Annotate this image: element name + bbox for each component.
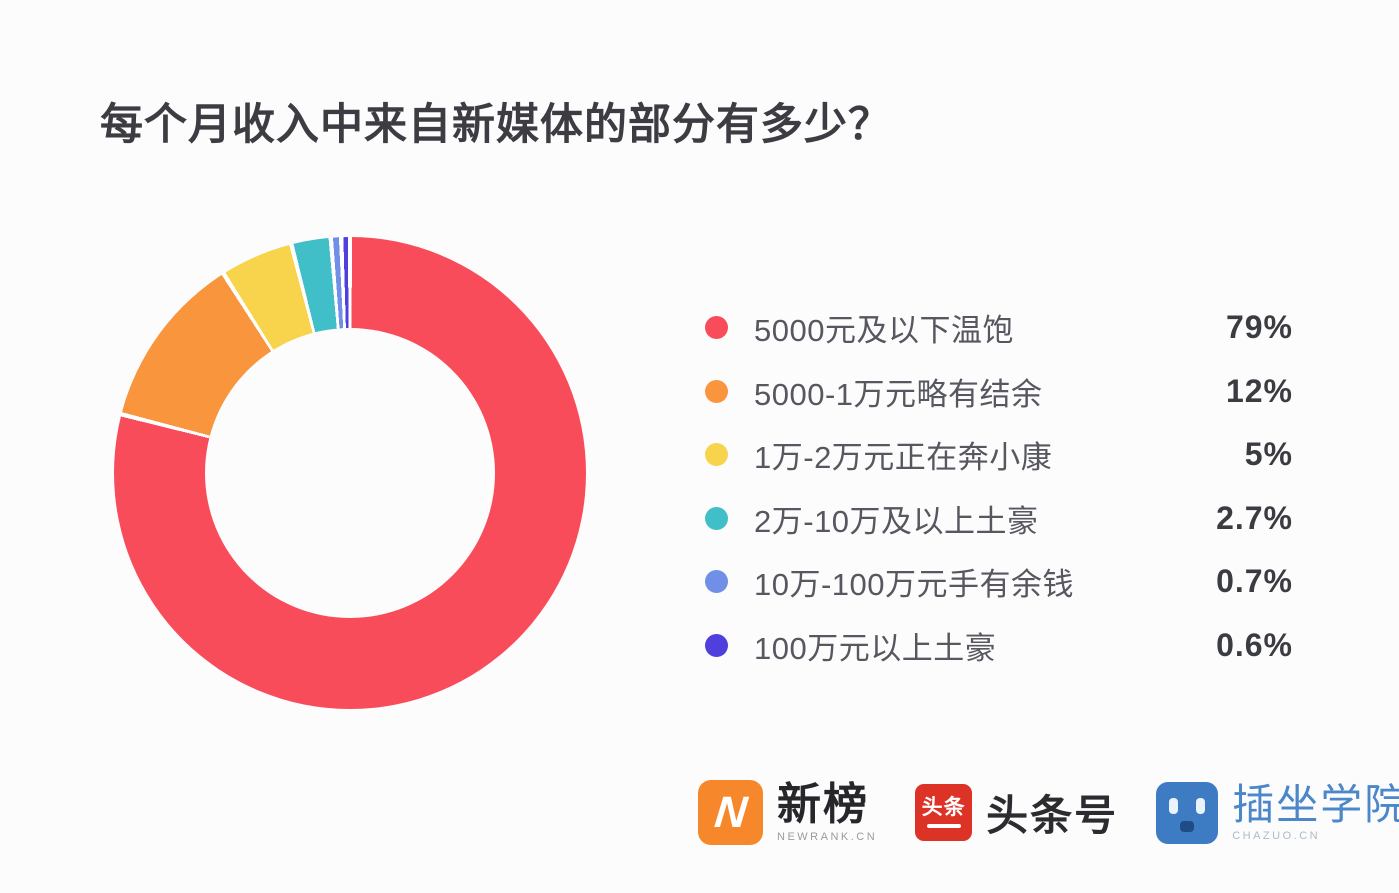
toutiao-logo: 头条 头条号 xyxy=(915,782,1118,843)
legend-value: 2.7% xyxy=(1216,499,1293,536)
legend-row: 1万-2万元正在奔小康 5% xyxy=(705,423,1293,487)
legend-dot-icon xyxy=(705,379,728,403)
toutiao-icon: 头条 xyxy=(915,784,973,841)
legend-dot-icon xyxy=(705,633,728,657)
legend-value: 79% xyxy=(1225,309,1293,346)
legend-dot-icon xyxy=(705,506,728,530)
legend-row: 5000元及以下温饱 79% xyxy=(705,296,1293,360)
legend-value: 0.6% xyxy=(1216,626,1293,663)
chazuo-logo-text: 插坐学院 xyxy=(1232,781,1399,829)
legend-value: 5% xyxy=(1244,436,1293,473)
newrank-logo-text: 新榜 xyxy=(777,780,869,830)
legend-dot-icon xyxy=(705,570,728,594)
legend-row: 100万元以上土豪 0.6% xyxy=(705,614,1293,678)
legend-label: 5000元及以下温饱 xyxy=(754,313,1014,349)
donut-hole xyxy=(205,328,495,618)
legend-row: 10万-100万元手有余钱 0.7% xyxy=(705,550,1293,614)
newrank-logo-subtext: NEWRANK.CN xyxy=(777,830,878,843)
legend-value: 12% xyxy=(1225,372,1293,409)
legend-label: 10万-100万元手有余钱 xyxy=(754,567,1075,603)
toutiao-logo-text: 头条号 xyxy=(986,792,1119,839)
legend-row: 5000-1万元略有结余 12% xyxy=(705,360,1293,424)
legend-dot-icon xyxy=(705,443,728,467)
legend-label: 1万-2万元正在奔小康 xyxy=(754,440,1053,476)
legend-dot-icon xyxy=(705,316,728,340)
newrank-logo: N 新榜 NEWRANK.CN xyxy=(698,780,877,845)
chazuo-face-icon xyxy=(1156,781,1219,844)
newrank-n-icon: N xyxy=(698,780,763,845)
legend-label: 2万-10万及以上土豪 xyxy=(754,503,1039,539)
legend: 5000元及以下温饱 79% 5000-1万元略有结余 12% 1万-2万元正在… xyxy=(705,296,1293,677)
footer-logos: N 新榜 NEWRANK.CN 头条 头条号 插坐学院 CHAZUO.CN xyxy=(698,780,1399,845)
legend-row: 2万-10万及以上土豪 2.7% xyxy=(705,487,1293,551)
chazuo-logo: 插坐学院 CHAZUO.CN xyxy=(1156,781,1399,844)
legend-label: 100万元以上土豪 xyxy=(754,630,997,666)
legend-label: 5000-1万元略有结余 xyxy=(754,376,1043,412)
legend-value: 0.7% xyxy=(1216,563,1293,600)
chart-title: 每个月收入中来自新媒体的部分有多少？ xyxy=(100,101,892,149)
chazuo-logo-subtext: CHAZUO.CN xyxy=(1232,829,1321,842)
donut-chart xyxy=(114,237,586,709)
